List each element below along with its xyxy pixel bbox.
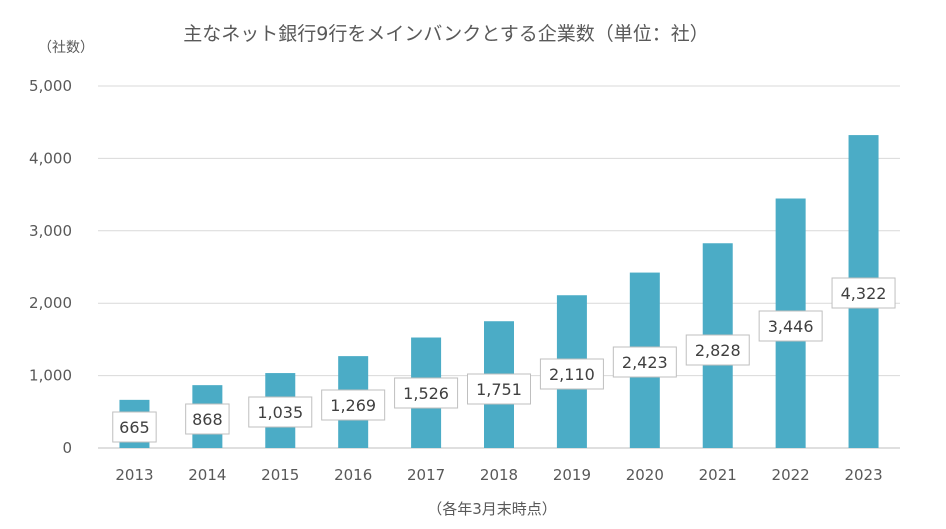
data-label: 3,446 [768,317,814,336]
data-label-box [112,411,157,443]
data-label-box [185,403,230,435]
data-label-box [248,396,313,428]
data-label-box [685,334,750,366]
data-label-box [539,358,604,390]
x-tick-label: 2013 [115,466,153,484]
data-label: 4,322 [841,284,887,303]
data-labels: 665 868 1,035 1,269 1,526 1,751 2,110 2,423 2,82… [112,277,896,443]
x-axis-label: （各年3月末時点） [427,500,557,518]
y-tick-label: 3,000 [29,222,72,240]
y-tick-label: 5,000 [29,77,72,95]
data-label: 868 [192,410,223,429]
x-tick-label: 2018 [480,466,518,484]
x-tick-label: 2023 [844,466,882,484]
chart-title: 主なネット銀行9行をメインバンクとする企業数（単位：社） [183,23,708,45]
x-tick-label: 2020 [626,466,664,484]
y-axis-ticks: 0 1,000 2,000 3,000 4,000 5,000 [29,77,72,457]
x-tick-label: 2019 [553,466,591,484]
x-tick-label: 2016 [334,466,372,484]
data-label-box [467,373,531,405]
x-axis-ticks: 2013 2014 2015 2016 2017 2018 2019 2020 2021 2022… [115,466,882,484]
y-tick-label: 1,000 [29,367,72,385]
x-tick-label: 2017 [407,466,445,484]
x-tick-label: 2022 [772,466,810,484]
data-label: 2,110 [549,365,595,384]
data-label-box [612,346,677,378]
y-tick-label: 0 [62,439,72,457]
data-label: 1,526 [403,384,449,403]
gridlines [98,85,900,449]
data-label-box [394,377,459,409]
data-label: 665 [119,418,150,437]
data-label: 2,828 [695,341,741,360]
y-tick-label: 2,000 [29,294,72,312]
data-label-box [321,389,386,421]
data-label-box [758,310,823,342]
data-label: 1,751 [476,380,522,399]
data-label-box [831,277,896,309]
data-label: 1,035 [257,403,303,422]
x-tick-label: 2015 [261,466,299,484]
data-label: 1,269 [330,396,376,415]
y-tick-label: 4,000 [29,149,72,167]
data-label: 2,423 [622,353,668,372]
x-tick-label: 2014 [188,466,226,484]
x-tick-label: 2021 [699,466,737,484]
y-axis-unit-label: （社数） [38,40,94,56]
